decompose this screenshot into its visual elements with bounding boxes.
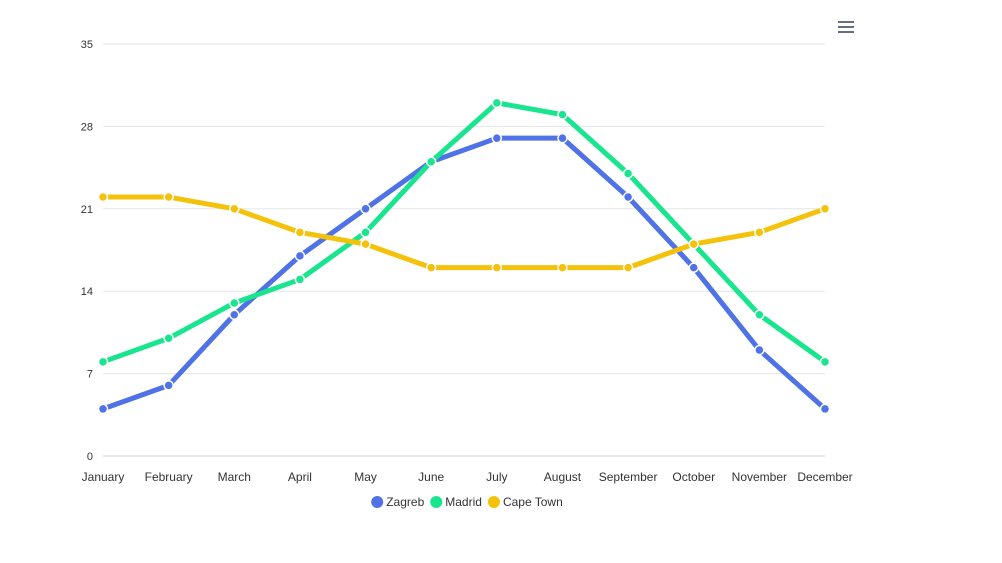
x-tick-label: May [354, 470, 377, 484]
series-line-madrid [100, 100, 828, 365]
data-point-madrid[interactable] [557, 109, 568, 120]
data-point-zagreb[interactable] [688, 262, 699, 273]
data-point-cape-town[interactable] [163, 191, 174, 203]
data-point-cape-town[interactable] [754, 227, 765, 238]
legend-marker-madrid [430, 496, 443, 508]
data-point-madrid[interactable] [622, 168, 634, 179]
legend-marker-zagreb [371, 496, 384, 508]
data-point-zagreb[interactable] [491, 132, 503, 144]
x-tick-label: March [218, 470, 251, 484]
hamburger-menu-icon [838, 21, 854, 33]
x-tick-label: January [82, 470, 125, 484]
series-cape-town [97, 191, 831, 273]
data-point-madrid[interactable] [360, 227, 371, 238]
data-point-zagreb[interactable] [622, 191, 634, 203]
chart-menu-button[interactable] [834, 16, 858, 38]
y-tick-label: 0 [87, 451, 93, 463]
data-point-madrid[interactable] [163, 333, 174, 344]
series-group [97, 97, 831, 415]
data-point-zagreb[interactable] [97, 403, 109, 415]
y-tick-label: 35 [81, 39, 93, 51]
data-point-cape-town[interactable] [97, 191, 109, 203]
data-point-zagreb[interactable] [163, 380, 174, 391]
data-point-cape-town[interactable] [360, 238, 371, 250]
y-tick-label: 7 [87, 369, 93, 381]
data-point-cape-town[interactable] [294, 227, 306, 238]
data-point-cape-town[interactable] [557, 262, 568, 273]
y-axis: 0 7 14 21 28 35 [81, 39, 93, 463]
x-tick-label: December [797, 470, 852, 484]
grid-lines [103, 43, 825, 457]
legend-marker-cape-town [487, 496, 500, 508]
data-point-madrid[interactable] [229, 297, 240, 309]
data-point-cape-town[interactable] [229, 203, 240, 215]
data-point-madrid[interactable] [294, 274, 306, 285]
x-tick-label: April [288, 470, 312, 484]
legend-item-zagreb[interactable]: Zagreb [371, 495, 425, 509]
data-point-madrid[interactable] [425, 156, 437, 167]
legend-label-cape-town: Cape Town [503, 495, 563, 509]
data-point-madrid[interactable] [754, 309, 765, 320]
y-tick-label: 28 [81, 121, 93, 133]
x-tick-label: November [732, 470, 787, 484]
data-point-zagreb[interactable] [557, 132, 568, 144]
legend-item-madrid[interactable]: Madrid [430, 495, 482, 509]
data-point-zagreb[interactable] [819, 403, 831, 415]
series-madrid [97, 97, 831, 368]
y-tick-label: 14 [81, 286, 93, 298]
x-axis: January February March April May June July Augu… [82, 470, 853, 484]
data-point-cape-town[interactable] [622, 262, 634, 273]
legend-item-cape-town[interactable]: Cape Town [487, 495, 563, 509]
series-line-cape-town [100, 194, 828, 271]
data-point-cape-town[interactable] [425, 262, 437, 273]
data-point-zagreb[interactable] [360, 203, 371, 215]
series-line-zagreb [100, 135, 828, 412]
x-tick-label: February [145, 470, 193, 484]
data-point-zagreb[interactable] [294, 250, 306, 262]
data-point-cape-town[interactable] [491, 262, 503, 273]
x-tick-label: August [544, 470, 582, 484]
x-tick-label: July [486, 470, 507, 484]
legend-label-madrid: Madrid [445, 495, 482, 509]
data-point-madrid[interactable] [97, 356, 109, 368]
data-point-cape-town[interactable] [688, 238, 699, 250]
legend: Zagreb Madrid Cape Town [371, 495, 563, 509]
data-point-madrid[interactable] [819, 356, 831, 368]
data-point-zagreb[interactable] [754, 344, 765, 356]
data-point-cape-town[interactable] [819, 203, 831, 215]
x-tick-label: September [599, 470, 658, 484]
x-tick-label: June [418, 470, 444, 484]
y-tick-label: 21 [81, 204, 93, 216]
data-point-zagreb[interactable] [229, 309, 240, 320]
data-point-madrid[interactable] [491, 97, 503, 109]
legend-label-zagreb: Zagreb [386, 495, 424, 509]
x-tick-label: October [672, 470, 715, 484]
